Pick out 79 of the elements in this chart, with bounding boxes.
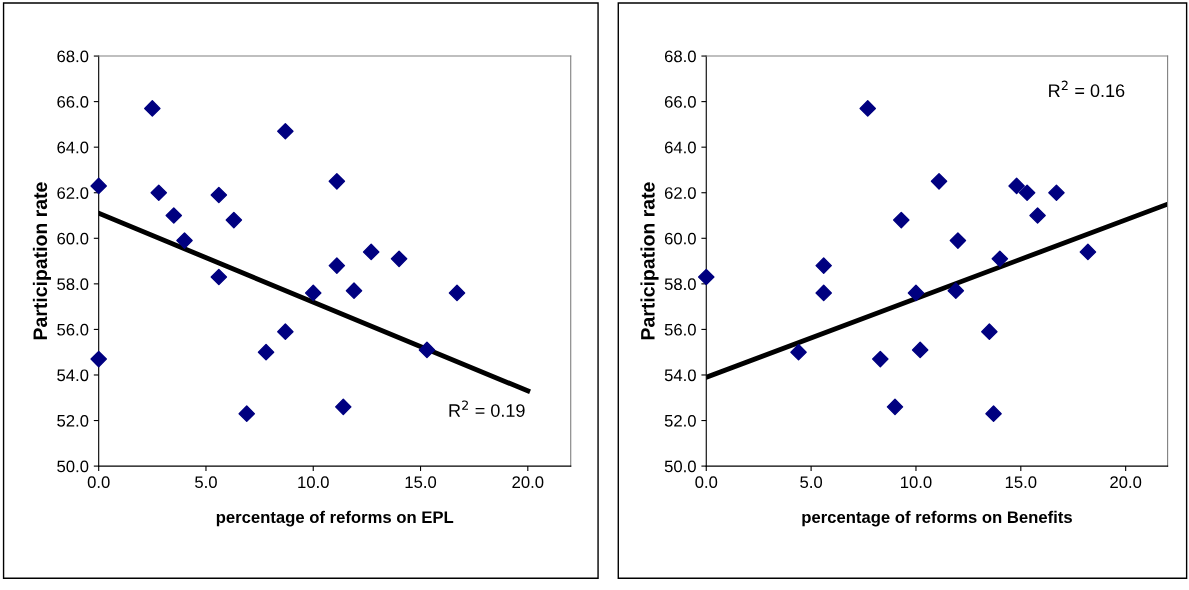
y-tick-label: 52.0 [57,414,89,427]
y-tick-label: 64.0 [664,141,696,154]
point [985,405,1002,423]
point [911,341,929,359]
point [991,250,1009,268]
point [328,173,346,190]
point [448,284,466,302]
y-tick-label: 54.0 [664,369,696,382]
point [859,100,877,117]
point [90,177,107,195]
point [886,398,904,416]
x-tick-label: 15.0 [1005,476,1037,489]
x-tick-label: 10.0 [298,476,329,489]
y-tick-label: 50.0 [664,460,696,473]
point [90,350,107,368]
x-tick-label: 20.0 [512,476,544,489]
point [907,284,925,302]
y-tick-label: 54.0 [57,369,89,382]
y-axis-title: Participation rate [640,182,659,340]
point [1018,184,1036,202]
point [144,100,161,117]
point [930,173,948,190]
y-tick-label: 62.0 [57,187,89,199]
point [334,398,352,416]
point [277,122,294,140]
point [697,268,715,286]
point [1029,207,1046,224]
point [225,211,243,229]
y-tick-label: 56.0 [57,323,89,336]
annotation: R$^{2}$ = 0.16 [1049,80,1125,98]
point [304,284,322,302]
point [328,257,346,274]
y-axis-title: Participation rate [32,182,51,340]
y-tick-label: 58.0 [664,278,696,291]
y-tick-label: 50.0 [57,460,89,473]
point [390,250,408,268]
point [210,268,228,286]
point [815,257,832,274]
point [947,282,965,299]
y-tick-label: 68.0 [57,50,89,63]
y-tick-label: 64.0 [57,141,89,154]
point [257,343,275,361]
point [165,207,183,224]
y-tick-label: 66.0 [664,96,696,108]
x-tick-label: 10.0 [901,476,932,489]
y-tick-label: 68.0 [664,50,696,63]
x-axis-title: percentage of reforms on EPL [216,510,454,527]
annotation: R$^{2}$ = 0.19 [449,400,525,417]
point [815,284,832,302]
y-tick-label: 58.0 [57,278,89,291]
point [949,232,967,249]
x-tick-label: 0.0 [695,476,718,489]
point [277,323,294,340]
point [1079,243,1097,261]
point [150,184,168,202]
x-tick-label: 5.0 [800,476,823,489]
x-tick-label: 20.0 [1110,476,1142,489]
y-tick-label: 60.0 [57,232,89,245]
point [418,341,436,359]
point [345,282,363,299]
point [176,232,193,249]
point [790,343,807,361]
x-tick-label: 0.0 [87,476,110,489]
point [892,211,910,229]
x-tick-label: 15.0 [405,476,437,489]
point [362,243,380,261]
point [1048,184,1065,202]
y-tick-label: 60.0 [664,232,696,245]
y-tick-label: 66.0 [57,96,89,108]
y-tick-label: 52.0 [664,414,696,427]
point [210,186,228,204]
x-axis-title: percentage of reforms on Benefits [802,510,1072,527]
point [238,405,256,423]
point [981,323,998,340]
point [1008,177,1025,195]
y-tick-label: 56.0 [664,323,696,336]
y-tick-label: 62.0 [664,187,696,199]
x-tick-label: 5.0 [195,476,217,489]
point [872,350,889,368]
